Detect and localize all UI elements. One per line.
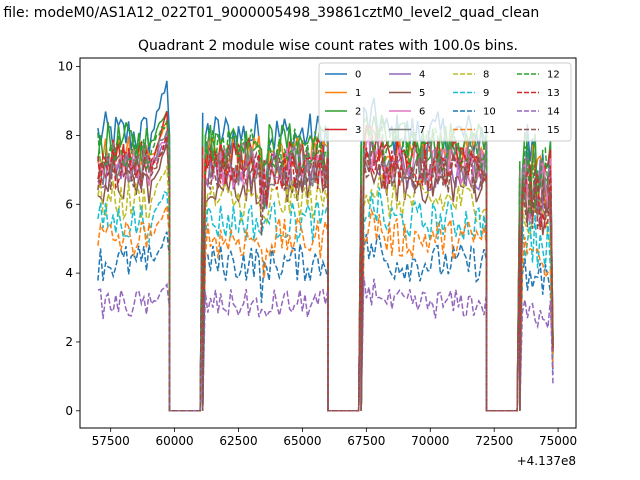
y-tick-label: 0 bbox=[65, 404, 73, 418]
y-axis: 0 2 4 6 8 10 bbox=[58, 60, 80, 418]
x-tick-label: 72500 bbox=[475, 434, 513, 448]
series-line-9 bbox=[97, 187, 554, 412]
legend-label-12: 12 bbox=[547, 70, 560, 81]
series-line-14 bbox=[97, 276, 554, 412]
y-tick-label: 6 bbox=[65, 197, 73, 211]
legend-label-4: 4 bbox=[419, 70, 425, 81]
series-layer bbox=[97, 80, 554, 412]
x-tick-label: 62500 bbox=[219, 434, 257, 448]
legend-label-8: 8 bbox=[483, 70, 489, 81]
axes-frame bbox=[79, 57, 577, 429]
series-line-8 bbox=[97, 165, 554, 412]
series-line-12 bbox=[97, 115, 554, 412]
y-tick-label: 4 bbox=[65, 266, 73, 280]
legend-label-1: 1 bbox=[355, 88, 361, 99]
legend-label-10: 10 bbox=[483, 107, 496, 118]
series-line-15 bbox=[97, 139, 554, 412]
y-tick-label: 2 bbox=[65, 335, 73, 349]
legend-label-14: 14 bbox=[547, 107, 560, 118]
x-tick-label: 67500 bbox=[347, 434, 385, 448]
plot-area bbox=[79, 57, 577, 429]
x-axis: 57500 60000 62500 65000 67500 70000 72500 75000 bbox=[92, 428, 577, 448]
y-tick-label: 10 bbox=[58, 60, 73, 74]
legend-label-9: 9 bbox=[483, 88, 489, 99]
legend-label-3: 3 bbox=[355, 125, 361, 136]
x-tick-label: 60000 bbox=[156, 434, 194, 448]
chart-title: Quadrant 2 module wise count rates with … bbox=[138, 38, 518, 54]
x-offset-label: +4.137e8 bbox=[517, 454, 576, 468]
x-tick-label: 75000 bbox=[539, 434, 577, 448]
x-tick-label: 57500 bbox=[92, 434, 130, 448]
legend-label-13: 13 bbox=[547, 88, 560, 99]
legend-label-11: 11 bbox=[483, 125, 496, 136]
legend-label-0: 0 bbox=[355, 70, 361, 81]
legend-label-2: 2 bbox=[355, 107, 361, 118]
legend-label-5: 5 bbox=[419, 88, 425, 99]
x-tick-label: 70000 bbox=[411, 434, 449, 448]
legend-label-7: 7 bbox=[419, 125, 425, 136]
legend-label-15: 15 bbox=[547, 125, 560, 136]
legend-box bbox=[318, 62, 572, 142]
y-tick-label: 8 bbox=[65, 128, 73, 142]
figure-suptitle: n file: modeM0/AS1A12_022T01_9000005498_… bbox=[0, 5, 539, 21]
x-tick-label: 65000 bbox=[283, 434, 321, 448]
series-line-10 bbox=[97, 231, 554, 412]
legend-label-6: 6 bbox=[419, 107, 425, 118]
